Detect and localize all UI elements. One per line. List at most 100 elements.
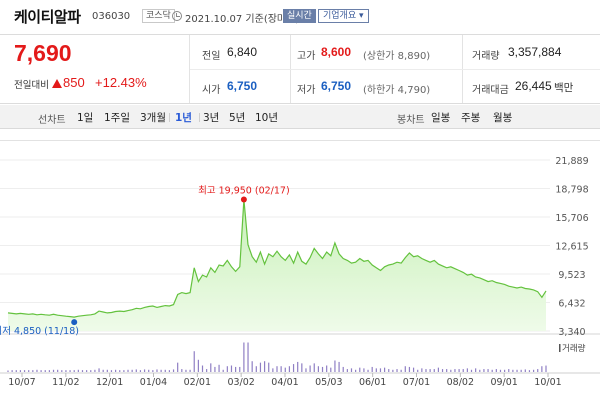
volume-bar xyxy=(197,359,199,372)
trade-amount-cell: 거래대금 26,445 백만 xyxy=(472,71,600,105)
volume-bar xyxy=(247,342,249,372)
price-chart[interactable]: 최고 19,950 (02/17) 최저 4,850 (11/18) 21,889… xyxy=(0,140,600,404)
volume-bar xyxy=(185,369,187,372)
volume-bar xyxy=(512,369,514,372)
volume-bar xyxy=(172,369,175,372)
line-chart-label: 선차트 xyxy=(38,115,66,126)
high-label: 최고 19,950 (02/17) xyxy=(198,186,290,197)
volume-bar xyxy=(15,370,17,372)
volume-bar xyxy=(433,369,435,372)
x-tick-label: 09/01 xyxy=(490,377,517,388)
open-cell: 시가 6,750 xyxy=(202,71,288,105)
y-tick-label: 18,798 xyxy=(555,185,588,196)
volume-bar xyxy=(115,369,117,372)
volume-bar xyxy=(359,367,361,372)
volume-bar xyxy=(65,370,67,372)
volume-bar xyxy=(334,360,336,372)
divider xyxy=(169,113,170,122)
volume-bar xyxy=(243,342,245,372)
volume-bar xyxy=(305,368,307,372)
period-5y-button[interactable]: 5년 xyxy=(229,112,246,124)
volume-bar xyxy=(495,369,497,372)
volume-bar xyxy=(81,370,84,372)
price-chart-svg: 최고 19,950 (02/17) 최저 4,850 (11/18) 21,889… xyxy=(0,140,600,388)
volume-bar xyxy=(48,370,50,372)
volume-bar xyxy=(396,369,398,372)
volume-bar xyxy=(532,369,535,372)
y-tick-label: 6,432 xyxy=(558,299,585,310)
volume-bar xyxy=(251,361,253,372)
trade-amount-unit: 백만 xyxy=(554,82,574,94)
volume-bar xyxy=(350,368,353,372)
volume-bar xyxy=(69,370,71,372)
volume-bar xyxy=(214,366,216,372)
change-rate: +12.43% xyxy=(95,75,147,90)
volume-bar xyxy=(210,363,212,372)
volume-bar xyxy=(160,369,162,372)
price-line xyxy=(7,199,547,318)
volume-bar xyxy=(90,370,92,372)
x-tick-label: 08/02 xyxy=(447,377,474,388)
volume-bar xyxy=(363,368,365,372)
volume-bar xyxy=(222,369,224,372)
volume-bar xyxy=(400,369,402,372)
volume-label: 거래량 xyxy=(472,51,500,62)
volume-bar xyxy=(189,369,191,372)
x-tick-label: 05/03 xyxy=(315,377,342,388)
volume-bar xyxy=(317,366,319,372)
divider xyxy=(190,69,600,70)
prev-close-cell: 전일 6,840 xyxy=(202,37,288,71)
price-area: 7,690 전일대비 850 +12.43% xyxy=(0,35,190,103)
volume-bar xyxy=(61,370,63,372)
volume-bar xyxy=(470,369,473,372)
volume-bar xyxy=(392,369,394,372)
candle-daily-button[interactable]: 일봉 xyxy=(431,112,451,124)
volume-bar xyxy=(545,365,547,372)
quote-summary: 7,690 전일대비 850 +12.43% 전일 6,840 고가 8,600… xyxy=(0,34,600,104)
clock-icon xyxy=(172,11,182,21)
volume-bar xyxy=(226,366,228,372)
volume-bar xyxy=(466,368,468,372)
lower-limit: (하한가 4,790) xyxy=(363,85,431,96)
volume-bar xyxy=(499,369,502,372)
volume-bar xyxy=(483,369,485,372)
y-tick-label: 15,706 xyxy=(555,213,588,224)
period-3m-button[interactable]: 3개월 xyxy=(140,112,167,124)
volume-bar xyxy=(44,370,46,372)
company-overview-button[interactable]: 기업개요 ▾ xyxy=(318,9,369,23)
candle-monthly-button[interactable]: 월봉 xyxy=(493,112,513,124)
x-tick-label: 04/01 xyxy=(271,377,298,388)
volume-bar xyxy=(487,369,489,372)
volume-bar xyxy=(475,368,477,372)
volume-bar xyxy=(375,368,377,372)
volume-bar xyxy=(541,366,543,372)
candle-weekly-button[interactable]: 주봉 xyxy=(461,112,481,124)
period-3y-button[interactable]: 3년 xyxy=(203,112,220,124)
volume-bar xyxy=(479,369,481,372)
volume-bar xyxy=(77,369,79,372)
volume-bar xyxy=(516,369,518,372)
volume-bar xyxy=(106,369,108,372)
period-10y-button[interactable]: 10년 xyxy=(255,112,279,124)
volume-bar xyxy=(454,369,456,372)
volume-bar xyxy=(338,361,340,372)
volume-bar xyxy=(388,369,390,372)
volume-bar xyxy=(446,369,448,372)
realtime-badge[interactable]: 실시간 xyxy=(283,9,316,23)
period-1y-button[interactable]: 1년 xyxy=(175,112,192,124)
volume-bar xyxy=(239,366,241,372)
period-1d-button[interactable]: 1일 xyxy=(77,112,94,124)
volume-bar xyxy=(504,369,506,372)
volume-bar xyxy=(450,369,452,372)
period-1w-button[interactable]: 1주일 xyxy=(104,112,131,124)
volume-bar xyxy=(11,370,13,372)
volume-legend-mark xyxy=(559,344,561,352)
volume-bar xyxy=(168,370,170,372)
high-label: 고가 xyxy=(297,51,316,62)
x-tick-label: 06/01 xyxy=(359,377,386,388)
volume-bar xyxy=(164,369,166,372)
high-marker xyxy=(240,196,247,203)
volume-bar xyxy=(379,368,382,372)
volume-bar xyxy=(36,369,38,372)
volume-bar xyxy=(524,369,526,372)
